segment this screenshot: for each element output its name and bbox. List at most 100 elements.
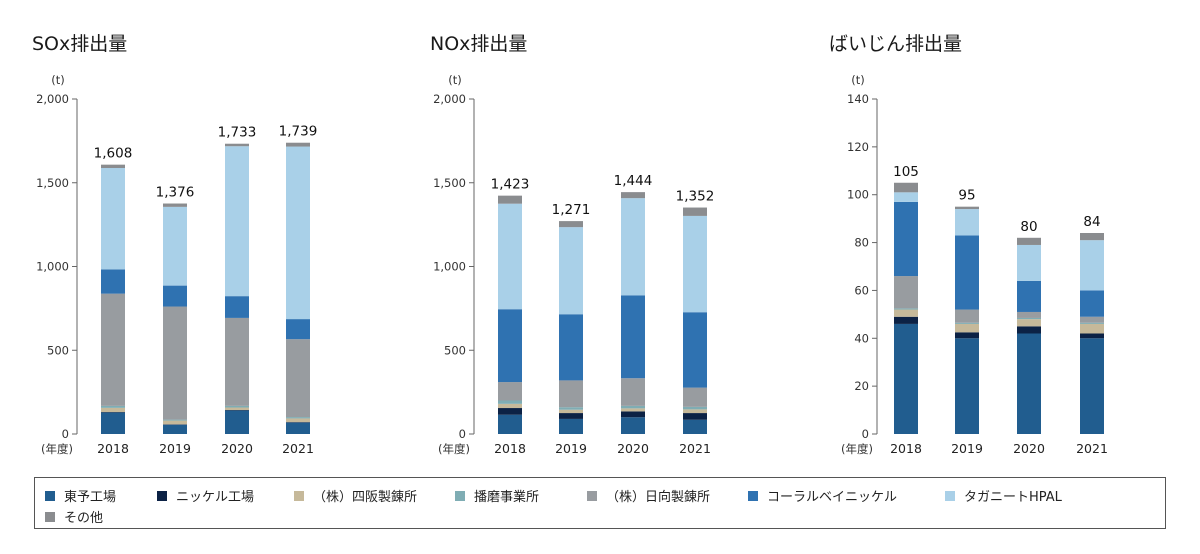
legend-swatch <box>587 490 597 501</box>
bar-segment <box>163 420 187 425</box>
y-tick-label: 0 <box>862 427 869 441</box>
bar-segment <box>225 410 249 411</box>
bar-segment <box>894 192 918 202</box>
y-tick-label: 140 <box>847 92 869 106</box>
bar-total-label: 1,423 <box>491 177 530 193</box>
y-tick-label: 1,000 <box>36 260 69 274</box>
bar-segment <box>286 146 310 320</box>
bar-segment <box>683 312 707 388</box>
x-tick-label: 2019 <box>951 441 983 456</box>
bar-total-label: 1,444 <box>614 173 653 189</box>
bar-segment <box>559 227 583 315</box>
x-tick-label: 2020 <box>1013 441 1045 456</box>
x-tick-label: 2019 <box>159 441 191 456</box>
x-tick-label: 2020 <box>617 441 649 456</box>
legend-swatch <box>45 511 55 522</box>
x-tick-label: 2021 <box>282 441 314 456</box>
charts-canvas: SOx排出量(t)05001,0001,5002,000(年度)1,608201… <box>32 33 1108 456</box>
y-tick-label: 1,000 <box>433 260 466 274</box>
bar-segment <box>1017 317 1041 320</box>
y-tick-label: 120 <box>847 140 869 154</box>
chart-title: NOx排出量 <box>430 33 527 55</box>
bar-total-label: 1,376 <box>156 185 195 201</box>
legend-label: コーラルベイニッケル <box>767 490 898 505</box>
y-tick-label: 1,500 <box>36 176 69 190</box>
bar-segment <box>559 413 583 419</box>
bar-total-label: 105 <box>893 164 919 180</box>
bar-segment <box>286 422 310 434</box>
y-tick-label: 80 <box>854 236 869 250</box>
bar-segment <box>1017 237 1041 245</box>
bar-segment <box>955 209 979 236</box>
bar-segment <box>1080 316 1104 323</box>
bar-segment <box>498 382 522 401</box>
x-axis-label: (年度) <box>41 442 73 456</box>
bar-segment <box>225 146 249 297</box>
legend-item: ニッケル工場 <box>157 486 254 505</box>
bar-segment <box>286 418 310 423</box>
bar-segment <box>498 195 522 204</box>
bar-segment <box>1080 323 1104 334</box>
bar-segment <box>1017 326 1041 334</box>
bar-segment <box>225 405 249 408</box>
y-tick-label: 0 <box>459 427 466 441</box>
bar-segment <box>101 168 125 270</box>
bar-segment <box>101 407 125 413</box>
bar-segment <box>498 309 522 383</box>
chart-title: SOx排出量 <box>32 33 127 55</box>
y-unit-label: (t) <box>51 73 64 87</box>
bar-segment <box>225 407 249 411</box>
bar-segment <box>163 424 187 434</box>
bar-segment <box>683 413 707 420</box>
bar-segment <box>163 419 187 421</box>
bar-total-label: 1,739 <box>279 124 318 140</box>
bar-total-label: 84 <box>1083 214 1100 230</box>
legend-label: （株）日向製錬所 <box>606 490 711 505</box>
x-tick-label: 2018 <box>494 441 526 456</box>
bar-segment <box>955 323 979 333</box>
bar-segment <box>683 215 707 313</box>
y-tick-label: 2,000 <box>36 92 69 106</box>
bar-segment <box>894 309 918 317</box>
bar-segment <box>683 387 707 407</box>
legend-item: 東予工場 <box>45 486 116 505</box>
bar-segment <box>225 296 249 318</box>
bar-segment <box>894 316 918 324</box>
bar-segment <box>1080 290 1104 317</box>
bar-segment <box>498 403 522 409</box>
bar-segment <box>621 295 645 379</box>
x-tick-label: 2021 <box>679 441 711 456</box>
bar-segment <box>163 285 187 307</box>
x-tick-label: 2021 <box>1076 441 1108 456</box>
bar-segment <box>955 309 979 323</box>
legend-item: その他 <box>45 507 103 526</box>
bar-segment <box>101 412 125 434</box>
bar-segment <box>498 400 522 404</box>
y-tick-label: 0 <box>62 427 69 441</box>
legend-label: タガニートHPAL <box>964 490 1062 505</box>
bar-segment <box>1080 338 1104 434</box>
bar-segment <box>1080 333 1104 339</box>
bar-segment <box>621 198 645 296</box>
x-axis-label: (年度) <box>841 442 873 456</box>
bar-total-label: 95 <box>958 188 975 204</box>
bar-segment <box>286 422 310 423</box>
legend-swatch <box>157 490 167 501</box>
x-tick-label: 2020 <box>221 441 253 456</box>
bar-segment <box>621 405 645 409</box>
bar-total-label: 1,352 <box>676 189 715 205</box>
y-unit-label: (t) <box>448 73 461 87</box>
bar-segment <box>955 338 979 434</box>
y-tick-label: 1,500 <box>433 176 466 190</box>
y-tick-label: 2,000 <box>433 92 466 106</box>
bar-segment <box>163 206 187 286</box>
bar-segment <box>621 192 645 199</box>
bar-segment <box>621 408 645 412</box>
bar-segment <box>163 203 187 207</box>
bar-segment <box>683 409 707 414</box>
bar-segment <box>894 276 918 309</box>
bar-segment <box>498 414 522 434</box>
bar-segment <box>621 411 645 418</box>
bar-segment <box>955 206 979 210</box>
bar-segment <box>894 323 918 434</box>
